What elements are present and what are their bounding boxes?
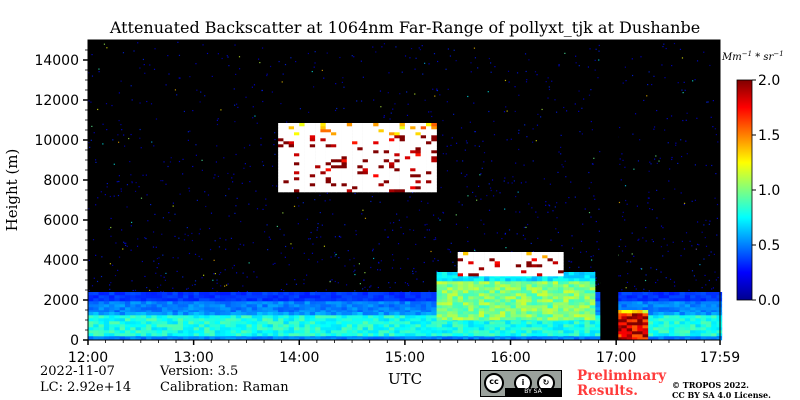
colorbar: 0.0 0.5 1.0 1.5 2.0 [736, 73, 780, 309]
y-axis: 0 2000 4000 6000 8000 10000 12000 14000 [34, 49, 88, 349]
feature-mid-level-cloud [457, 252, 564, 277]
version-text: Version: 3.5 [160, 364, 239, 379]
colorbar-label: Mm−1 * sr−1 [721, 50, 784, 63]
plot-area [87, 39, 723, 341]
preliminary-label-2: Results. [577, 383, 638, 399]
chart-title: Attenuated Backscatter at 1064nm Far-Ran… [109, 18, 700, 37]
feature-cirrus-cloud [278, 123, 437, 193]
x-tick-label: 15:00 [385, 350, 425, 366]
feature-elevated-aerosol [436, 272, 596, 321]
lidar-constant-text: LC: 2.92e+14 [40, 380, 132, 395]
y-tick-label: 8000 [43, 173, 79, 189]
y-tick-label: 2000 [43, 293, 79, 309]
x-tick-label: 12:00 [68, 350, 108, 366]
y-tick-label: 12000 [34, 93, 79, 109]
y-tick-label: 0 [70, 333, 79, 349]
cc-icon: cc [484, 373, 504, 393]
x-tick-label: 13:00 [173, 350, 213, 366]
y-tick-label: 4000 [43, 253, 79, 269]
data-gap [600, 40, 619, 340]
license-text: CC BY SA 4.0 License. [672, 390, 771, 400]
x-axis-label: UTC [388, 370, 422, 388]
y-tick-label: 10000 [34, 133, 79, 149]
colorbar-tick-label: 1.5 [758, 128, 780, 144]
colorbar-tick-label: 2.0 [758, 73, 780, 89]
y-axis-label: Height (m) [3, 149, 21, 232]
cc-license-logo[interactable]: cc i ↻ BY SA [480, 370, 562, 397]
y-tick-label: 6000 [43, 213, 79, 229]
y-tick-label: 14000 [34, 53, 79, 69]
cc-logo-label: BY SA [505, 388, 561, 396]
x-axis: 12:00 13:00 14:00 15:00 16:00 17:00 17:59 [68, 340, 740, 366]
colorbar-tick-label: 0.5 [758, 238, 780, 254]
colorbar-tick-label: 0.0 [758, 293, 780, 309]
calibration-text: Calibration: Raman [160, 380, 289, 395]
x-tick-label: 17:00 [596, 350, 636, 366]
date-text: 2022-11-07 [40, 364, 115, 379]
x-tick-label: 16:00 [490, 350, 530, 366]
x-tick-label: 14:00 [279, 350, 319, 366]
preliminary-label: Preliminary [577, 368, 667, 384]
copyright-text: © TROPOS 2022. [672, 380, 749, 390]
feature-low-cloud [616, 310, 649, 341]
x-tick-label: 17:59 [700, 350, 740, 366]
colorbar-gradient [736, 79, 753, 301]
colorbar-tick-label: 1.0 [758, 183, 780, 199]
